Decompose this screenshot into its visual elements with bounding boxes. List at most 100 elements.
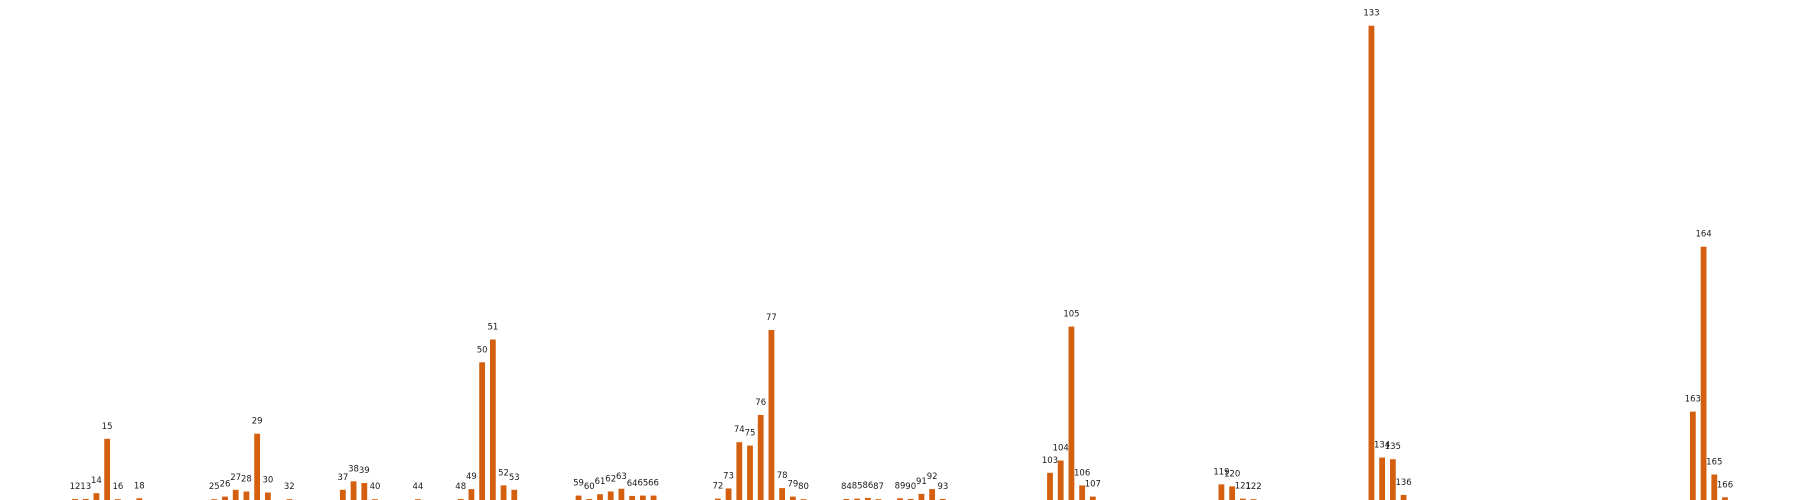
bar-50 — [479, 362, 486, 500]
bar-163 — [1689, 411, 1696, 500]
bar-85 — [854, 498, 861, 500]
data-label-18: 18 — [134, 481, 145, 491]
bar-73 — [725, 488, 732, 500]
bar-63 — [618, 488, 625, 500]
data-label-85: 85 — [852, 482, 863, 492]
bar-12 — [72, 498, 78, 500]
bar-29 — [254, 433, 261, 500]
data-label-39: 39 — [359, 466, 370, 476]
data-label-75: 75 — [745, 429, 756, 439]
data-label-119: 119 — [1213, 467, 1229, 477]
bar-51 — [489, 339, 496, 500]
data-label-91: 91 — [916, 477, 927, 487]
bar-120 — [1229, 486, 1236, 500]
bar-133 — [1368, 25, 1375, 500]
bar-30 — [264, 492, 271, 500]
data-label-86: 86 — [862, 481, 873, 491]
data-label-49: 49 — [466, 472, 477, 482]
bar-15 — [104, 438, 111, 500]
bar-76 — [757, 415, 764, 500]
data-label-73: 73 — [723, 471, 734, 481]
bar-48 — [457, 498, 464, 500]
bar-38 — [350, 481, 357, 500]
data-label-133: 133 — [1363, 9, 1379, 19]
data-label-74: 74 — [734, 425, 745, 435]
data-label-65: 65 — [637, 479, 648, 489]
bar-91 — [918, 493, 925, 500]
data-label-135: 135 — [1385, 442, 1401, 452]
bar-119 — [1218, 484, 1225, 500]
bar-105 — [1068, 326, 1075, 500]
data-label-48: 48 — [455, 482, 466, 492]
bar-77 — [768, 330, 775, 500]
data-label-12: 12 — [70, 482, 81, 492]
data-label-26: 26 — [220, 480, 231, 490]
data-label-40: 40 — [370, 482, 381, 492]
data-label-106: 106 — [1074, 468, 1090, 478]
data-label-121: 121 — [1235, 482, 1251, 492]
bar-65 — [639, 495, 646, 500]
data-label-14: 14 — [91, 476, 102, 486]
data-label-136: 136 — [1395, 478, 1411, 488]
data-label-51: 51 — [487, 323, 498, 333]
bar-89 — [897, 498, 903, 500]
data-label-89: 89 — [895, 481, 906, 491]
data-label-77: 77 — [766, 313, 777, 323]
bar-164 — [1700, 246, 1707, 500]
data-label-64: 64 — [627, 479, 638, 489]
bar-93 — [939, 498, 946, 500]
data-label-61: 61 — [595, 477, 606, 487]
bar-64 — [629, 495, 636, 500]
bar-27 — [232, 489, 239, 500]
data-label-87: 87 — [873, 482, 884, 492]
data-label-50: 50 — [477, 345, 488, 355]
bar-84 — [843, 498, 850, 500]
data-label-104: 104 — [1053, 444, 1069, 454]
bar-49 — [468, 489, 475, 500]
data-label-122: 122 — [1245, 482, 1261, 492]
bar-79 — [789, 496, 796, 500]
data-label-166: 166 — [1717, 480, 1733, 490]
data-label-105: 105 — [1063, 310, 1079, 320]
data-label-52: 52 — [498, 468, 509, 478]
bar-53 — [511, 489, 518, 500]
bar-106 — [1079, 485, 1086, 500]
bar-166 — [1722, 497, 1728, 500]
bar-18 — [136, 498, 143, 500]
data-label-76: 76 — [755, 398, 766, 408]
bar-61 — [597, 494, 603, 500]
data-label-93: 93 — [937, 482, 948, 492]
data-label-165: 165 — [1706, 458, 1722, 468]
bar-60 — [586, 498, 593, 500]
data-label-44: 44 — [412, 482, 423, 492]
bar-78 — [779, 488, 786, 500]
bars-layer — [72, 25, 1728, 500]
bar-90 — [907, 498, 914, 500]
bar-28 — [243, 491, 250, 500]
data-label-84: 84 — [841, 482, 852, 492]
data-label-60: 60 — [584, 482, 595, 492]
data-label-107: 107 — [1085, 480, 1101, 490]
bar-135 — [1389, 459, 1396, 500]
data-label-103: 103 — [1042, 456, 1058, 466]
bar-75 — [747, 445, 753, 500]
bar-13 — [82, 498, 89, 500]
bar-103 — [1047, 472, 1053, 500]
data-label-72: 72 — [712, 482, 723, 492]
bar-62 — [607, 491, 614, 500]
bar-136 — [1400, 494, 1407, 500]
data-label-80: 80 — [798, 482, 809, 492]
bar-121 — [1239, 498, 1246, 500]
bar-72 — [714, 498, 721, 500]
data-label-28: 28 — [241, 475, 252, 485]
data-label-59: 59 — [573, 479, 584, 489]
bar-92 — [929, 489, 936, 500]
data-label-37: 37 — [337, 473, 348, 483]
bar-59 — [575, 495, 582, 500]
data-label-38: 38 — [348, 464, 359, 474]
data-label-79: 79 — [787, 480, 798, 490]
data-label-25: 25 — [209, 482, 220, 492]
data-label-134: 134 — [1374, 441, 1390, 451]
